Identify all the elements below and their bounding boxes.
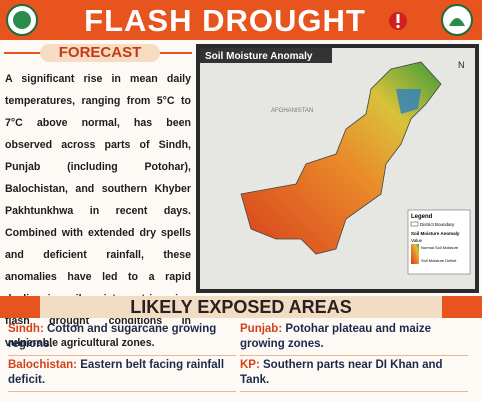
- title: FLASH DROUGHT: [84, 3, 366, 38]
- area-item: Sindh: Cotton and sugarcane growing regi…: [8, 322, 236, 356]
- area-text: Eastern belt facing rainfall deficit.: [8, 359, 225, 386]
- legend-value: Value: [411, 238, 423, 243]
- banner-edge: [0, 296, 40, 318]
- legend-low: Soil Moisture Deficit: [421, 258, 457, 263]
- area-text: Potohar plateau and maize growing zones.: [240, 323, 432, 350]
- area-item: Balochistan: Eastern belt facing rainfal…: [8, 358, 236, 392]
- legend-subtitle: Soil Moisture Anomaly: [411, 231, 460, 236]
- country-shape: [240, 61, 442, 255]
- legend-high: Normal Soil Moisture: [421, 245, 459, 250]
- area-region: Sindh:: [8, 323, 44, 335]
- warning-mark: [396, 14, 400, 23]
- map-title: Soil Moisture Anomaly: [205, 51, 313, 62]
- legend-ramp: [411, 244, 419, 264]
- area-item: Punjab: Potohar plateau and maize growin…: [240, 322, 468, 356]
- logo-right-inner: [449, 18, 465, 26]
- header-icons: [6, 4, 473, 36]
- wet-area: [396, 89, 421, 114]
- legend-title: Legend: [411, 214, 433, 220]
- area-region: Balochistan:: [8, 359, 78, 371]
- section-heading: LIKELY EXPOSED AREAS: [0, 296, 482, 318]
- north-arrow: N: [458, 60, 465, 70]
- area-region: Punjab:: [240, 323, 283, 335]
- map-title-bg: [200, 48, 332, 63]
- area-region: KP:: [240, 359, 260, 371]
- legend-item: District Boundary: [420, 222, 455, 227]
- section-heading: FORECAST: [40, 44, 160, 62]
- area-text: Cotton and sugarcane growing regions.: [8, 323, 217, 350]
- logo-left-inner: [13, 11, 31, 29]
- legend-swatch: [410, 221, 419, 227]
- banner-edge: [442, 296, 482, 318]
- warning-dot: [396, 24, 400, 29]
- forecast-text: A significant rise in mean daily tempera…: [5, 73, 191, 349]
- country-label: AFGHANISTAN: [271, 108, 313, 114]
- area-item: KP: Southern parts near DI Khan and Tank…: [240, 358, 468, 392]
- area-text: Southern parts near DI Khan and Tank.: [240, 359, 443, 386]
- map: Soil Moisture Anomaly AFGHANISTAN N Lege…: [196, 44, 479, 293]
